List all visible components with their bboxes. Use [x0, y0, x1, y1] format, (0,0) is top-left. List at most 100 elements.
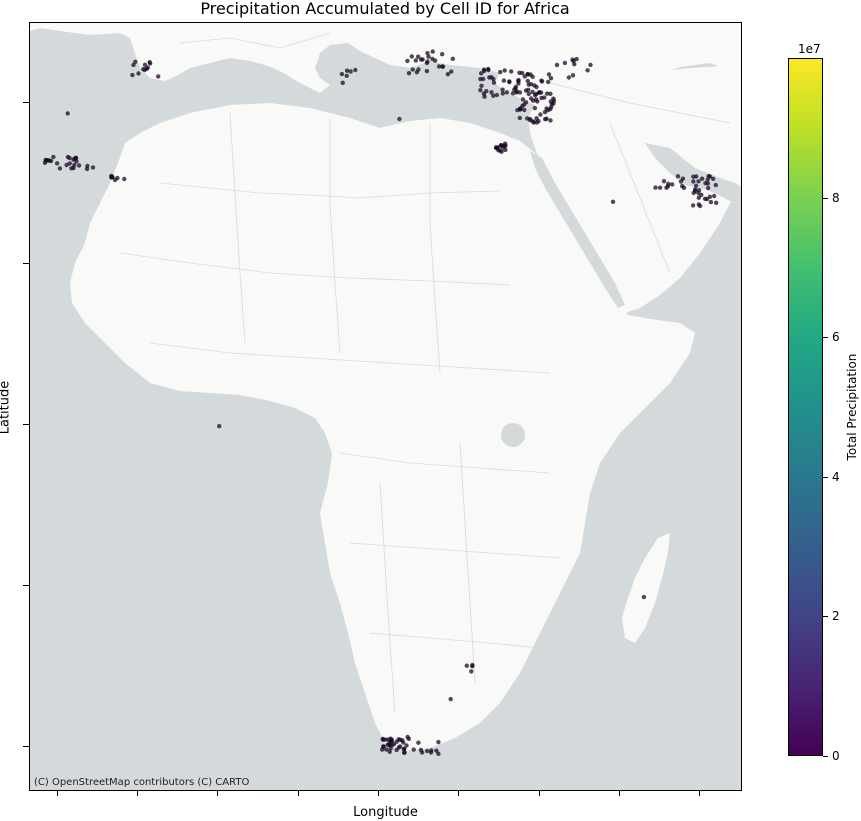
x-tick [298, 791, 299, 796]
precipitation-point [544, 91, 550, 96]
precipitation-point [381, 744, 386, 749]
precipitation-point [469, 669, 474, 674]
precipitation-point [57, 166, 63, 171]
precipitation-point [416, 740, 421, 745]
precipitation-point [520, 97, 526, 102]
basemap [30, 23, 741, 790]
precipitation-point [714, 200, 719, 205]
precipitation-point [696, 179, 701, 184]
precipitation-point [419, 750, 425, 755]
precipitation-point [411, 747, 416, 752]
x-tick [378, 791, 379, 796]
precipitation-point [396, 745, 401, 750]
precipitation-point [413, 58, 418, 63]
precipitation-point [501, 78, 507, 83]
precipitation-point [713, 182, 718, 188]
precipitation-point [537, 90, 542, 95]
precipitation-point [548, 118, 553, 123]
precipitation-point [503, 147, 508, 153]
precipitation-point [538, 112, 543, 117]
precipitation-point [136, 71, 141, 76]
precipitation-point [500, 91, 505, 96]
precipitation-point [696, 188, 702, 193]
precipitation-point [706, 185, 711, 191]
precipitation-point [536, 119, 541, 124]
precipitation-point [546, 72, 552, 77]
precipitation-point [514, 90, 519, 95]
precipitation-point [90, 165, 96, 170]
precipitation-point [481, 91, 487, 96]
precipitation-point [76, 163, 82, 168]
precipitation-point [344, 73, 349, 78]
colorbar-tick-label: 4 [832, 470, 840, 484]
precipitation-point [406, 71, 412, 76]
precipitation-point [142, 62, 148, 67]
precipitation-point [525, 78, 530, 84]
precipitation-point [502, 144, 507, 149]
map-axes[interactable]: (C) OpenStreetMap contributors (C) CARTO [29, 22, 742, 791]
precipitation-point [690, 203, 696, 208]
precipitation-point [344, 68, 350, 73]
precipitation-point [534, 84, 539, 90]
precipitation-point [542, 95, 547, 100]
precipitation-point [562, 60, 568, 66]
precipitation-point [533, 97, 539, 102]
precipitation-point [481, 68, 487, 74]
precipitation-point [708, 199, 714, 205]
y-axis-label: Latitude [0, 380, 13, 435]
precipitation-point [548, 76, 554, 81]
precipitation-point [704, 196, 710, 202]
precipitation-point [528, 72, 533, 77]
precipitation-point [340, 80, 345, 85]
precipitation-point [69, 166, 74, 171]
precipitation-point [65, 111, 70, 116]
precipitation-point [491, 93, 496, 99]
precipitation-point [409, 54, 414, 59]
colorbar-tick [823, 337, 828, 338]
precipitation-point [353, 67, 358, 73]
precipitation-point [396, 737, 401, 742]
precipitation-point [464, 663, 469, 668]
x-tick [217, 791, 218, 796]
precipitation-point [402, 746, 407, 752]
precipitation-point [432, 58, 438, 63]
precipitation-point [51, 154, 56, 160]
precipitation-point [122, 176, 127, 182]
precipitation-point [67, 161, 72, 166]
precipitation-point [548, 91, 553, 97]
precipitation-point [585, 68, 590, 73]
precipitation-point [670, 182, 675, 187]
precipitation-point [526, 87, 531, 93]
precipitation-point [348, 69, 353, 74]
precipitation-point [410, 67, 415, 72]
x-tick [619, 791, 620, 796]
precipitation-point [494, 145, 499, 151]
precipitation-point [664, 185, 669, 190]
precipitation-point [494, 92, 500, 98]
precipitation-point [513, 84, 518, 90]
precipitation-point [526, 91, 531, 97]
precipitation-point [481, 76, 486, 82]
precipitation-point [543, 117, 548, 122]
precipitation-point [491, 80, 497, 85]
precipitation-point [144, 66, 149, 71]
precipitation-point [156, 74, 161, 79]
precipitation-point [388, 736, 393, 741]
precipitation-point [711, 176, 716, 181]
x-tick [539, 791, 540, 796]
precipitation-point [390, 742, 395, 748]
precipitation-point [45, 157, 50, 163]
precipitation-point [699, 176, 705, 181]
precipitation-point [445, 72, 451, 77]
precipitation-point [680, 183, 685, 189]
precipitation-point [440, 64, 445, 69]
x-tick [458, 791, 459, 796]
precipitation-point [387, 749, 392, 754]
precipitation-point [661, 179, 667, 184]
precipitation-point [217, 424, 222, 429]
precipitation-point [546, 79, 551, 85]
precipitation-point [691, 179, 696, 184]
precipitation-point [436, 751, 441, 756]
red-sea [530, 151, 625, 308]
middle-east-landmass [495, 65, 741, 313]
